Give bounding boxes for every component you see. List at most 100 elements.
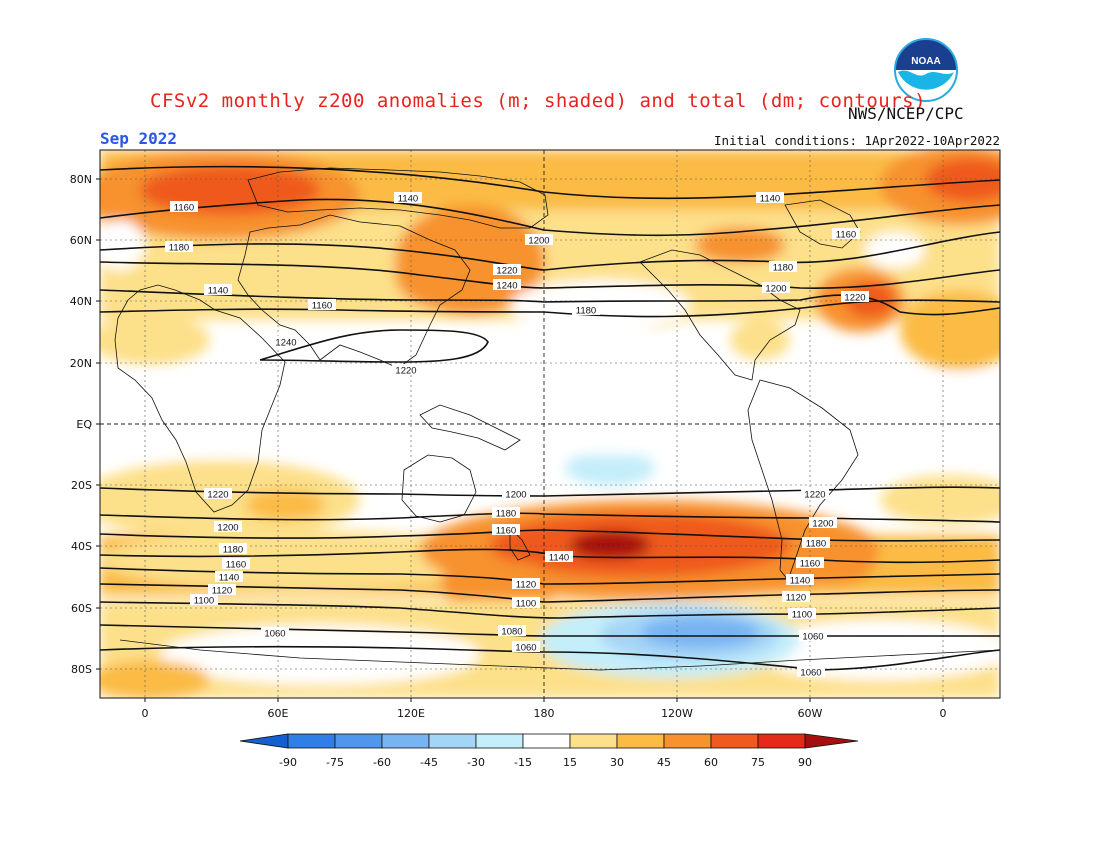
colorbar-segment <box>334 733 383 749</box>
contour-label: 1060 <box>800 668 821 679</box>
contour-label-bg <box>170 201 198 212</box>
anomaly-shading <box>100 150 1000 698</box>
contour-label-bg <box>261 627 289 638</box>
lat-label: 40N <box>69 295 92 308</box>
contour-label: 1140 <box>760 194 780 205</box>
contour-label-bg <box>802 537 830 548</box>
height-contours <box>100 165 1000 671</box>
colorbar-segment <box>239 733 289 749</box>
contour-label: 1160 <box>836 230 856 241</box>
contour-label-bg <box>222 558 250 569</box>
contour-label-bg <box>788 608 816 619</box>
contour-label-bg <box>545 551 573 562</box>
colorbar <box>239 733 859 749</box>
contour-label: 1160 <box>496 526 516 537</box>
lat-label: 80N <box>69 173 92 186</box>
coastlines <box>114 167 1000 671</box>
colorbar-segment <box>475 733 524 749</box>
colorbar-label: -90 <box>279 756 297 769</box>
lon-label: 60W <box>797 707 823 720</box>
colorbar-segment <box>287 733 336 749</box>
contour-label-bg <box>493 264 521 275</box>
contour-label: 1220 <box>804 490 825 501</box>
tick-marks <box>96 178 944 702</box>
contour-label-bg <box>796 557 824 568</box>
contour-label: 1140 <box>208 286 228 297</box>
contour-label-bg <box>308 299 336 310</box>
contour-label-bg <box>525 234 553 245</box>
contour-label: 1200 <box>505 490 526 501</box>
lon-label: 60E <box>267 707 289 720</box>
contour-label-bg <box>392 364 420 375</box>
month-label: Sep 2022 <box>100 129 178 148</box>
contour-label-bg <box>204 488 232 499</box>
colorbar-label: 15 <box>563 756 577 769</box>
contour-label-bg <box>219 543 247 554</box>
contour-label: 1200 <box>812 519 833 530</box>
contour-label-bg <box>799 630 827 641</box>
noaa-logo: NOAA <box>894 38 958 102</box>
lat-label: 60N <box>69 234 92 247</box>
colorbar-segment <box>757 733 806 749</box>
contour-label-bg <box>492 507 520 518</box>
lon-label: 180 <box>533 707 555 720</box>
figure-title: CFSv2 monthly z200 anomalies (m; shaded)… <box>150 90 927 112</box>
colorbar-label: 90 <box>798 756 812 769</box>
contour-label: 1220 <box>395 366 416 377</box>
contour-label-bg <box>769 261 797 272</box>
colorbar-label: -15 <box>514 756 532 769</box>
contour-label: 1180 <box>169 243 189 254</box>
contour-label: 1160 <box>312 301 332 312</box>
contour-label-bg <box>512 578 540 589</box>
contour-label-bg <box>801 488 829 499</box>
initial-conditions-label: Initial conditions: 1Apr2022-10Apr2022 <box>714 133 1000 148</box>
contour-label: 1220 <box>496 266 517 277</box>
contour-label: 1120 <box>786 593 806 604</box>
contour-label-bg <box>215 571 243 582</box>
contour-label: 1220 <box>844 293 865 304</box>
colorbar-label: -45 <box>420 756 438 769</box>
colorbar-label: -30 <box>467 756 485 769</box>
contour-label-bg <box>572 304 600 315</box>
contour-label: 1180 <box>806 539 826 550</box>
colorbar-label: 45 <box>657 756 671 769</box>
contour-label: 1220 <box>207 490 228 501</box>
contour-label-bg <box>498 625 526 636</box>
contour-label: 1160 <box>800 559 820 570</box>
noaa-logo-text: NOAA <box>911 56 940 67</box>
contour-label-bg <box>841 291 869 302</box>
contour-label-bg <box>214 521 242 532</box>
lat-label: 40S <box>71 540 92 553</box>
colorbar-label: -75 <box>326 756 344 769</box>
contour-label: 1120 <box>516 580 536 591</box>
contour-label-bg <box>394 192 422 203</box>
contour-label: 1100 <box>516 599 536 610</box>
contour-label: 1060 <box>802 632 823 643</box>
contour-label: 1140 <box>790 576 810 587</box>
contour-label-bg <box>512 597 540 608</box>
lon-label: 0 <box>939 707 947 720</box>
contour-label-bg <box>492 524 520 535</box>
lat-label: EQ <box>76 418 92 431</box>
agency-label: NWS/NCEP/CPC <box>848 104 964 123</box>
contour-label: 1180 <box>576 306 596 317</box>
contour-label: 1140 <box>398 194 418 205</box>
colorbar-segment <box>569 733 618 749</box>
contour-label: 1180 <box>223 545 243 556</box>
contour-label: 1100 <box>792 610 812 621</box>
contour-label: 1200 <box>765 284 786 295</box>
contour-label-bg <box>165 241 193 252</box>
contour-label: 1140 <box>549 553 569 564</box>
contour-label-bg <box>809 517 837 528</box>
lat-label: 60S <box>71 602 92 615</box>
contour-label-bg <box>272 336 300 347</box>
contour-label: 1140 <box>219 573 239 584</box>
lon-label: 120E <box>397 707 425 720</box>
contour-label-bg <box>782 591 810 602</box>
colorbar-segment <box>616 733 665 749</box>
contour-label: 1080 <box>501 627 522 638</box>
contour-label-bg <box>797 666 825 677</box>
colorbar-segment <box>428 733 477 749</box>
contour-label: 1180 <box>496 509 516 520</box>
colorbar-segment <box>710 733 759 749</box>
